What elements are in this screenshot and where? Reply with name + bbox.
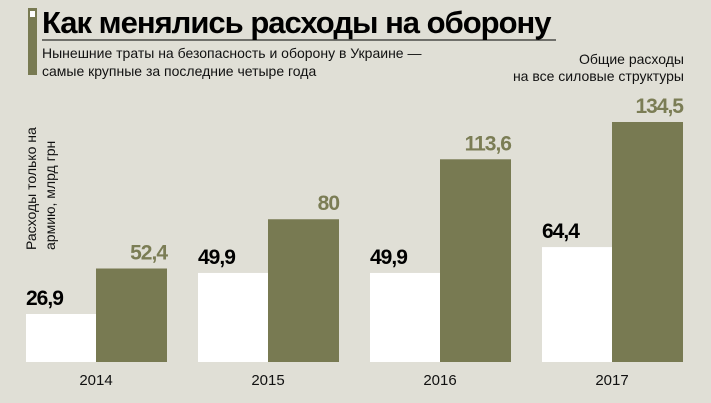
data-label: 80 bbox=[318, 192, 340, 215]
subtitle-line-2: самые крупные за последние четыре года bbox=[42, 63, 316, 79]
legend-army-line-2: армию, млрд грн bbox=[42, 141, 58, 250]
bar-2014-series-0 bbox=[26, 314, 97, 362]
bar-2016-series-1 bbox=[440, 159, 511, 362]
legend-total-line-2: на все силовые структуры bbox=[513, 68, 684, 84]
x-tick-label: 2017 bbox=[595, 372, 628, 389]
data-label: 26,9 bbox=[26, 287, 63, 310]
bar-2017-series-0 bbox=[542, 247, 613, 362]
subtitle-line-1: Нынешние траты на безопасность и оборону… bbox=[42, 45, 421, 61]
legend-total-line-1: Общие расходы bbox=[579, 51, 684, 67]
data-label: 113,6 bbox=[465, 132, 512, 155]
data-label: 134,5 bbox=[635, 95, 684, 118]
data-label: 64,4 bbox=[542, 220, 580, 243]
chart-title: Как менялись расходы на оборону bbox=[42, 5, 552, 40]
accent-bar bbox=[28, 8, 37, 75]
x-tick-label: 2015 bbox=[251, 372, 284, 389]
data-label: 49,9 bbox=[370, 246, 407, 269]
bar-2015-series-0 bbox=[198, 272, 269, 362]
bar-2017-series-1 bbox=[612, 122, 683, 362]
bar-2016-series-0 bbox=[370, 272, 441, 362]
bar-2014-series-1 bbox=[96, 268, 167, 362]
legend-army-line-1: Расходы только на bbox=[23, 127, 39, 250]
bar-2015-series-1 bbox=[268, 219, 339, 362]
data-label: 49,9 bbox=[198, 246, 235, 269]
data-label: 52,4 bbox=[130, 241, 168, 264]
x-tick-label: 2016 bbox=[423, 372, 456, 389]
x-tick-label: 2014 bbox=[79, 372, 112, 389]
accent-square bbox=[30, 11, 35, 17]
